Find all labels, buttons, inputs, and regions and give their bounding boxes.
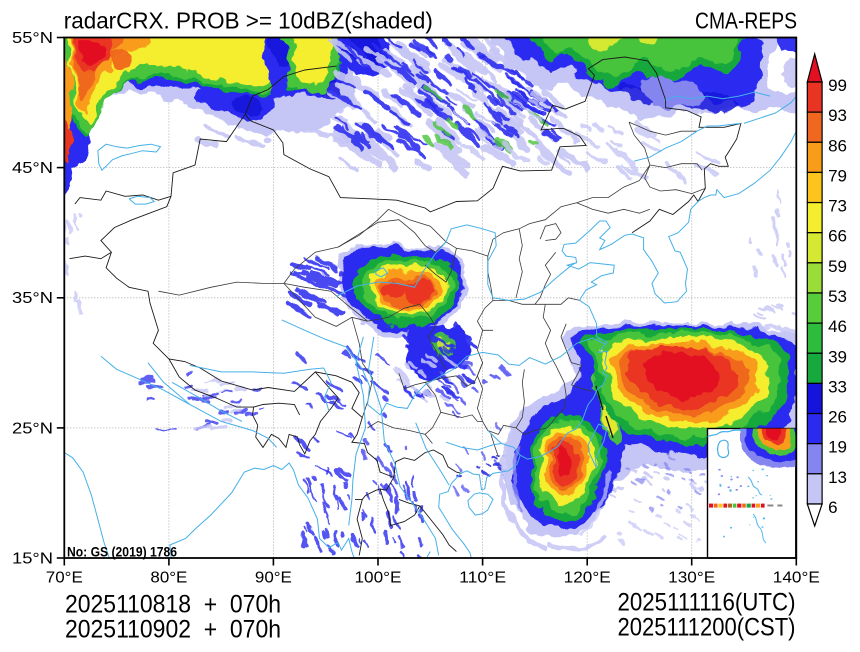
svg-text:26: 26: [828, 408, 847, 427]
svg-text:radarCRX. PROB >= 10dBZ(shaded: radarCRX. PROB >= 10dBZ(shaded): [64, 8, 433, 34]
svg-text:66: 66: [828, 227, 847, 246]
svg-text:53: 53: [828, 287, 847, 306]
svg-text:59: 59: [828, 257, 847, 276]
svg-text:120°E: 120°E: [564, 570, 611, 587]
svg-text:15°N: 15°N: [12, 551, 53, 568]
svg-text:86: 86: [828, 136, 847, 155]
svg-text:79: 79: [828, 166, 847, 185]
svg-text:25°N: 25°N: [12, 420, 53, 437]
svg-text:73: 73: [828, 197, 847, 216]
svg-text:55°N: 55°N: [12, 30, 53, 47]
svg-text:2025110902 + 070h: 2025110902 + 070h: [65, 616, 281, 644]
svg-text:33: 33: [828, 377, 847, 396]
svg-text:CMA-REPS: CMA-REPS: [695, 8, 797, 34]
svg-text:140°E: 140°E: [773, 570, 820, 587]
svg-text:45°N: 45°N: [12, 160, 53, 177]
svg-text:90°E: 90°E: [255, 570, 292, 587]
svg-text:13: 13: [828, 468, 847, 487]
svg-text:2025111116(UTC): 2025111116(UTC): [618, 589, 796, 617]
svg-text:46: 46: [828, 317, 847, 336]
svg-text:2025110818 + 070h: 2025110818 + 070h: [65, 591, 281, 619]
svg-text:2025111200(CST): 2025111200(CST): [618, 614, 796, 642]
svg-text:No: GS (2019) 1786: No: GS (2019) 1786: [67, 545, 177, 560]
svg-text:70°E: 70°E: [46, 570, 83, 587]
svg-text:99: 99: [828, 76, 847, 95]
svg-text:6: 6: [828, 498, 837, 517]
svg-text:110°E: 110°E: [459, 570, 506, 587]
svg-text:35°N: 35°N: [12, 290, 53, 307]
svg-text:93: 93: [828, 106, 847, 125]
svg-text:19: 19: [828, 438, 847, 457]
svg-text:100°E: 100°E: [355, 570, 402, 587]
svg-text:130°E: 130°E: [668, 570, 715, 587]
svg-text:39: 39: [828, 347, 847, 366]
svg-text:80°E: 80°E: [150, 570, 187, 587]
